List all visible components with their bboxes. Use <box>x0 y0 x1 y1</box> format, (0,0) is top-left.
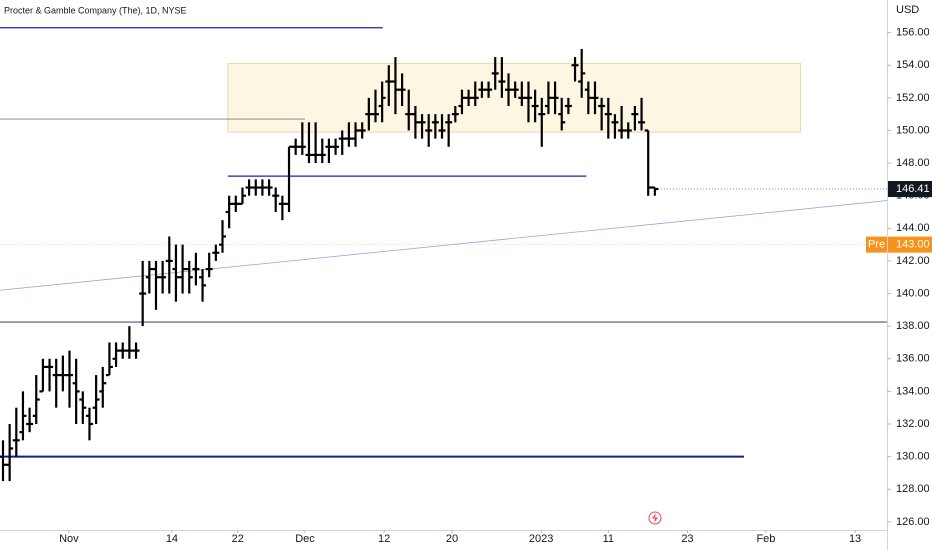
flash-icon[interactable] <box>648 511 662 525</box>
x-tick-label: 20 <box>446 533 458 545</box>
currency-label: USD <box>896 4 919 16</box>
trendline <box>0 200 888 291</box>
y-tick-label: 132.00 <box>896 418 930 430</box>
premarket-tag-label: Pre <box>868 239 885 251</box>
y-tick-label: 140.00 <box>896 287 930 299</box>
chart-title: Procter & Gamble Company (The), 1D, NYSE <box>4 5 187 15</box>
y-tick-label: 152.00 <box>896 92 930 104</box>
x-tick-label: 23 <box>681 533 693 545</box>
price-zone <box>227 63 801 133</box>
y-tick-label: 130.00 <box>896 451 930 463</box>
x-tick-label: 12 <box>378 533 390 545</box>
y-tick-label: 128.00 <box>896 483 930 495</box>
y-tick-label: 148.00 <box>896 157 930 169</box>
y-tick-label: 144.00 <box>896 222 930 234</box>
y-tick-label: 138.00 <box>896 320 930 332</box>
last-price-box <box>888 181 932 198</box>
x-tick-label: 22 <box>232 533 244 545</box>
y-tick-label: 126.00 <box>896 516 930 528</box>
last-price-label: 146.41 <box>896 183 930 195</box>
x-tick-label: 11 <box>603 533 614 545</box>
x-tick-label: 14 <box>166 533 178 545</box>
x-tick-label: Feb <box>756 533 775 545</box>
x-tick-label: Nov <box>59 533 79 545</box>
y-tick-label: 134.00 <box>896 385 930 397</box>
y-tick-label: 154.00 <box>896 59 930 71</box>
y-tick-label: 150.00 <box>896 124 930 136</box>
x-tick-label: 2023 <box>529 533 553 545</box>
premarket-label: 143.00 <box>896 239 930 251</box>
premarket-box <box>888 236 932 253</box>
x-tick-label: Dec <box>295 533 315 545</box>
x-tick-label: 13 <box>849 533 861 545</box>
plot <box>0 27 888 482</box>
premarket-tag <box>866 236 887 253</box>
y-tick-label: 156.00 <box>896 27 930 39</box>
y-tick-label: 136.00 <box>896 353 930 365</box>
y-tick-label: 142.00 <box>896 255 930 267</box>
